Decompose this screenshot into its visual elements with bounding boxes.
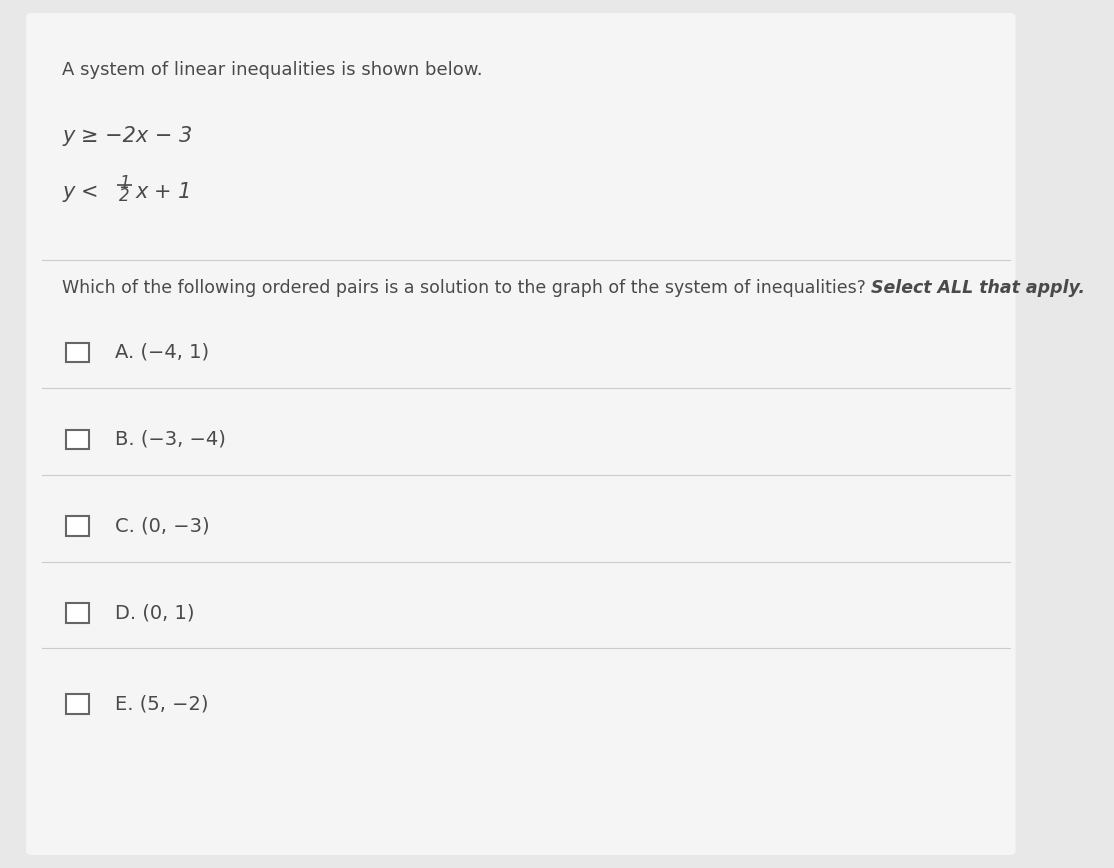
Text: 2: 2	[119, 187, 129, 206]
Text: Select ALL that apply.: Select ALL that apply.	[871, 279, 1085, 298]
Text: x + 1: x + 1	[136, 182, 192, 202]
Text: 1: 1	[119, 174, 129, 192]
Text: A. (−4, 1): A. (−4, 1)	[115, 343, 208, 362]
Bar	[66, 516, 88, 536]
Bar	[66, 430, 88, 450]
Bar	[66, 343, 88, 363]
Text: D. (0, 1): D. (0, 1)	[115, 603, 194, 622]
Text: B. (−3, −4): B. (−3, −4)	[115, 430, 225, 449]
Bar	[66, 694, 88, 713]
Text: E. (5, −2): E. (5, −2)	[115, 694, 208, 713]
Text: y <: y <	[62, 182, 106, 202]
Bar	[66, 603, 88, 623]
Text: A system of linear inequalities is shown below.: A system of linear inequalities is shown…	[62, 61, 483, 79]
Text: C. (0, −3): C. (0, −3)	[115, 516, 209, 536]
Text: y ≥ −2x − 3: y ≥ −2x − 3	[62, 126, 193, 146]
Text: Which of the following ordered pairs is a solution to the graph of the system of: Which of the following ordered pairs is …	[62, 279, 867, 298]
FancyBboxPatch shape	[26, 13, 1016, 855]
